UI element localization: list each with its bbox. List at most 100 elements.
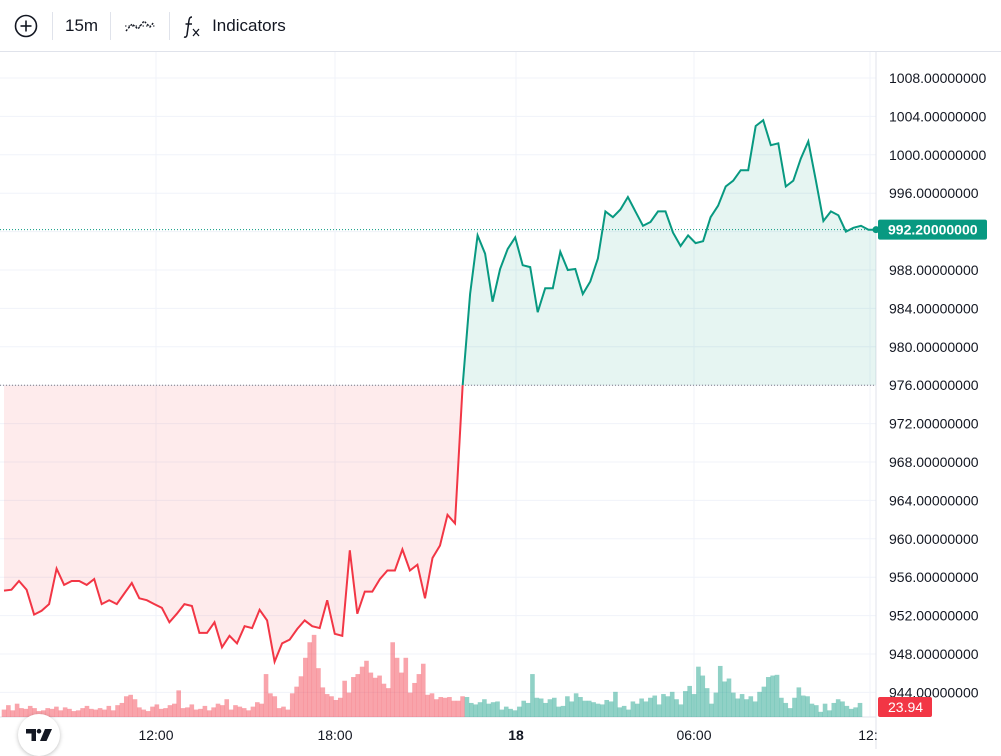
volume-bar <box>359 666 365 717</box>
volume-bar <box>119 702 125 717</box>
volume-bar <box>237 706 243 717</box>
volume-bar <box>674 699 679 717</box>
volume-bar <box>27 705 33 717</box>
last-price-label: 992.20000000 <box>888 222 978 238</box>
volume-bar <box>617 707 623 717</box>
volume-bar <box>62 707 68 717</box>
volume-bar <box>652 695 658 717</box>
volume-bar <box>89 708 94 717</box>
volume-bar <box>298 676 304 717</box>
volume-bar <box>551 697 557 717</box>
area-fill-above-baseline <box>4 120 876 386</box>
time-tick-label: 18:00 <box>317 727 352 743</box>
volume-bar <box>722 681 727 717</box>
price-tick-label: 960.00000000 <box>889 531 979 547</box>
volume-bar <box>630 701 636 717</box>
volume-bar <box>202 705 208 717</box>
volume-bar <box>45 708 50 717</box>
price-tick-label: 948.00000000 <box>889 646 979 662</box>
price-tick-label: 980.00000000 <box>889 339 979 355</box>
volume-bar <box>19 708 24 717</box>
volume-bar <box>241 708 247 717</box>
volume-bar <box>621 705 627 717</box>
volume-bar <box>137 707 142 717</box>
volume-bar <box>128 694 133 717</box>
volume-bar <box>281 706 286 717</box>
volume-bar <box>364 660 369 717</box>
add-symbol-button[interactable] <box>0 0 52 52</box>
volume-bar <box>495 701 500 717</box>
volume-bar <box>351 677 356 717</box>
volume-bar <box>556 706 561 717</box>
chart-area[interactable]: 1008.00000000 1004.00000000 1000.00000000 9… <box>0 52 1001 756</box>
volume-bar <box>429 693 435 717</box>
volume-bar <box>560 705 566 717</box>
price-tick-label: 968.00000000 <box>889 454 979 470</box>
volume-bar <box>403 657 409 717</box>
indicators-button[interactable]: Indicators <box>170 0 298 52</box>
plus-circle-icon <box>14 14 38 37</box>
volume-bar <box>106 705 112 717</box>
volume-bar <box>648 697 653 717</box>
tradingview-logo-icon <box>26 728 52 741</box>
volume-bar <box>512 710 518 717</box>
volume-bar <box>713 692 719 717</box>
interval-button[interactable]: 15m <box>53 0 110 52</box>
volume-bar <box>67 708 72 717</box>
volume-bar <box>613 691 618 717</box>
volume-bar <box>543 702 548 717</box>
volume-bar <box>407 692 413 717</box>
volume-bar <box>377 675 382 717</box>
volume-bar <box>818 711 823 717</box>
volume-bar <box>595 703 601 717</box>
volume-bar <box>185 707 190 717</box>
chart-style-button[interactable] <box>111 0 169 52</box>
volume-bar <box>735 698 741 717</box>
volume-bar <box>54 706 59 717</box>
volume-bar <box>538 698 544 717</box>
volume-bar <box>665 696 671 717</box>
volume-bar <box>464 697 470 717</box>
volume-bar <box>97 708 103 717</box>
volume-bar <box>455 700 461 717</box>
volume-bar <box>521 700 527 717</box>
volume-bar <box>434 699 439 717</box>
fx-icon <box>183 15 200 38</box>
price-tick-label: 1000.00000000 <box>889 147 987 163</box>
volume-bar <box>683 691 688 717</box>
volume-bar <box>709 703 714 717</box>
toolbar-divider <box>110 11 112 40</box>
volume-bar <box>608 701 614 717</box>
volume-bar <box>337 697 343 717</box>
volume-bar <box>163 708 168 717</box>
price-chart[interactable]: 1008.00000000 1004.00000000 1000.00000000 9… <box>0 52 1001 751</box>
volume-bar <box>263 674 269 717</box>
volume-bar <box>678 704 684 717</box>
volume-bar <box>399 672 404 717</box>
volume-bar <box>211 707 216 717</box>
volume-bar <box>438 697 444 717</box>
volume-bar <box>757 691 762 717</box>
line-chart-style-icon <box>125 19 156 31</box>
volume-bar <box>259 703 264 717</box>
last-price-label-bg <box>878 219 987 240</box>
volume-bar <box>565 696 570 717</box>
volume-bar <box>420 663 426 717</box>
price-tick-label: 944.00000000 <box>889 684 979 700</box>
volume-bar <box>835 699 841 717</box>
volume-bar <box>831 702 837 717</box>
volume-bar <box>787 708 793 717</box>
volume-bar <box>857 702 863 717</box>
volume-bar <box>547 699 553 717</box>
volume-bar <box>739 694 745 717</box>
price-line-above <box>461 118 876 386</box>
volume-bar <box>324 694 330 717</box>
volume-bar <box>150 706 155 717</box>
volume-bar <box>604 699 609 717</box>
toolbar-divider <box>52 11 53 40</box>
volume-bar <box>792 697 797 717</box>
tradingview-logo[interactable] <box>18 714 60 756</box>
volume-bar <box>228 709 234 717</box>
volume-bar <box>814 705 819 717</box>
volume-bar <box>390 642 395 717</box>
